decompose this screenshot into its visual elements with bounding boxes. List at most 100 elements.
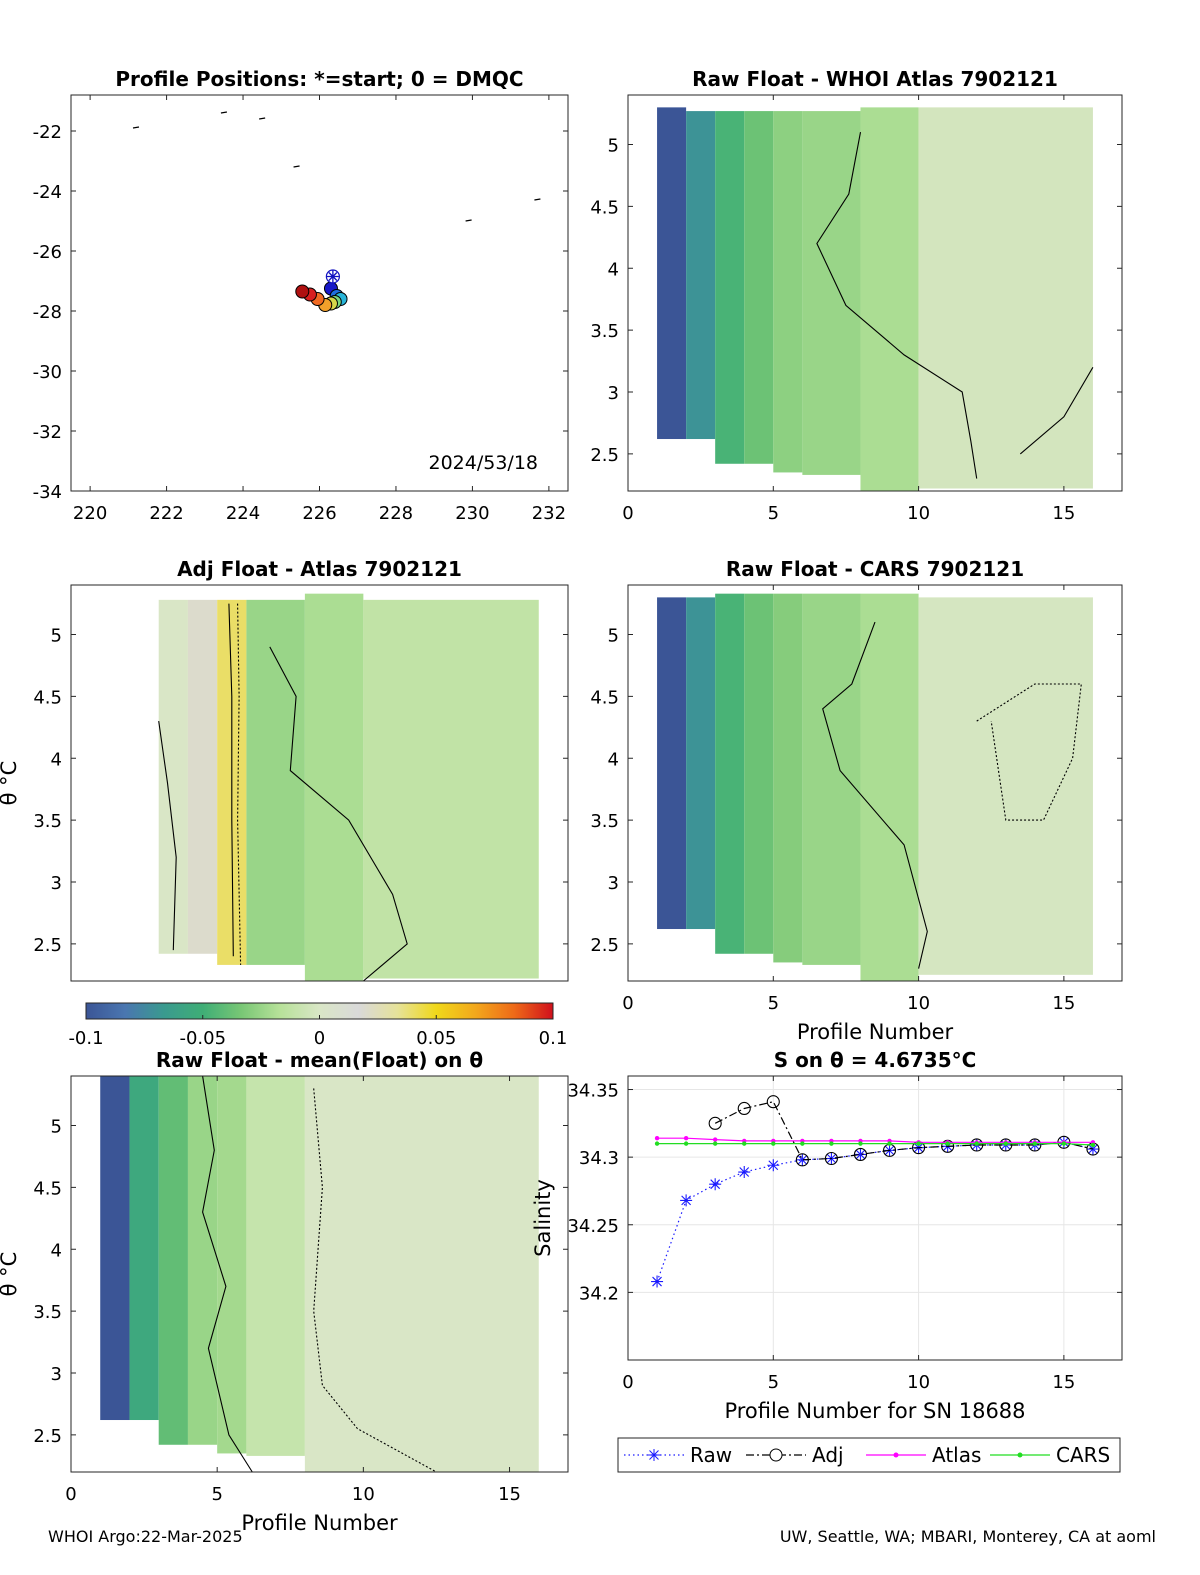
x-axis-label: Profile Number — [241, 1511, 398, 1535]
x-tick-label: 5 — [768, 503, 779, 524]
y-tick-label: 5 — [608, 136, 619, 157]
series-point-raw — [854, 1148, 867, 1161]
y-tick-label: 5 — [51, 1117, 62, 1138]
y-tick-label: 3.5 — [33, 811, 62, 832]
contour-line — [158, 721, 177, 951]
y-axis-label: θ °C — [0, 761, 21, 806]
footer-left: WHOI Argo:22-Mar-2025 — [48, 1527, 243, 1546]
heatmap-axes-frame — [70, 584, 569, 982]
heatmap-cell — [918, 107, 1093, 489]
series-point-cars — [1032, 1141, 1038, 1146]
series-point-raw — [796, 1153, 809, 1166]
y-tick-label: 3 — [608, 383, 619, 404]
series-point-raw — [738, 1166, 751, 1179]
y-axis-label: Salinity — [531, 1179, 555, 1257]
series-point-atlas — [683, 1136, 689, 1141]
series-point-cars — [974, 1141, 979, 1146]
panel-title: Raw Float - CARS 7902121 — [726, 557, 1024, 581]
contour-line — [1019, 367, 1094, 455]
heatmap-cells — [657, 593, 1093, 981]
series-point-adj — [970, 1138, 984, 1152]
contour-line — [816, 131, 978, 479]
series-point-cars — [916, 1141, 921, 1146]
y-tick-label: 3 — [608, 873, 619, 894]
x-tick-label: 0 — [65, 1484, 76, 1505]
heatmap-cells — [100, 1076, 539, 1472]
heatmap-cells — [657, 107, 1093, 491]
x-tick-label: 0 — [622, 1372, 633, 1393]
contour-line — [313, 1088, 437, 1473]
island-outline — [534, 198, 541, 201]
legend-label-cars: CARS — [1056, 1443, 1110, 1467]
heatmap-cell — [918, 597, 1093, 975]
contour-line — [202, 1075, 253, 1473]
x-tick-label: 228 — [379, 503, 413, 524]
series-point-cars — [945, 1141, 950, 1146]
series-point-cars — [712, 1141, 718, 1146]
heatmap-cell — [363, 599, 539, 979]
heatmap-cell — [217, 1076, 247, 1454]
series-point-cars — [829, 1141, 834, 1146]
series-point-cars — [654, 1141, 660, 1146]
panel-title: Profile Positions: *=start; 0 = DMQC — [115, 67, 523, 91]
heatmap-cell — [100, 1076, 130, 1421]
x-tick-label: 15 — [1052, 1372, 1075, 1393]
legend-marker — [893, 1452, 899, 1458]
y-tick-label: 3.5 — [590, 811, 619, 832]
x-axis-label: Profile Number — [797, 1020, 954, 1044]
series-point-cars — [1003, 1141, 1008, 1146]
legend-marker — [769, 1448, 783, 1462]
heatmap-cell — [686, 111, 716, 440]
series-point-raw — [709, 1178, 722, 1191]
profile-position-marker — [295, 284, 310, 299]
x-tick-label: 232 — [532, 503, 566, 524]
colorbar-tick-label: -0.1 — [68, 1028, 103, 1049]
x-tick-label: 224 — [226, 503, 260, 524]
heatmap-axes-frame — [70, 1075, 569, 1473]
y-tick-label: 2.5 — [33, 1426, 62, 1447]
contour-line — [237, 603, 242, 965]
y-tick-label: 34.3 — [579, 1148, 619, 1169]
y-tick-label: 34.2 — [579, 1283, 619, 1304]
series-point-adj — [737, 1101, 751, 1116]
y-tick-label: 4.5 — [590, 687, 619, 708]
y-tick-label: 4 — [51, 1240, 62, 1261]
legend-marker — [1017, 1452, 1023, 1458]
x-tick-label: 226 — [302, 503, 336, 524]
contour-line — [269, 646, 408, 982]
heatmap-axes-frame — [627, 94, 1123, 492]
series-line-adj — [714, 1101, 1094, 1161]
contour-line — [822, 621, 928, 969]
heatmap-cell — [744, 111, 774, 464]
x-tick-label: 0 — [622, 503, 633, 524]
heatmap-cell — [686, 597, 716, 930]
start-star — [326, 270, 339, 283]
heatmap-cell — [246, 599, 305, 965]
colorbar-tick-label: 0.05 — [416, 1028, 456, 1049]
y-tick-label: 4 — [608, 259, 619, 280]
island-outline — [132, 126, 140, 129]
y-tick-label: 2.5 — [590, 935, 619, 956]
colorbar-tick-label: 0.1 — [539, 1028, 568, 1049]
series-point-raw — [651, 1275, 664, 1288]
heatmap-cell — [304, 1076, 539, 1472]
y-tick-label: 3.5 — [590, 321, 619, 342]
x-tick-label: 5 — [768, 1372, 779, 1393]
legend-label-adj: Adj — [812, 1443, 844, 1467]
x-tick-label: 10 — [907, 1372, 930, 1393]
x-tick-label: 220 — [73, 503, 107, 524]
x-tick-label: 15 — [1052, 993, 1075, 1014]
y-tick-label: -22 — [33, 122, 62, 143]
panel-title: Adj Float - Atlas 7902121 — [177, 557, 462, 581]
series-point-raw — [767, 1159, 780, 1172]
series-point-cars — [1061, 1141, 1067, 1146]
y-tick-label: 2.5 — [33, 935, 62, 956]
series-point-cars — [858, 1141, 863, 1146]
heatmap-cell — [773, 111, 803, 473]
series-point-cars — [1090, 1142, 1096, 1148]
series-line-cars — [657, 1142, 1093, 1146]
x-tick-label: 230 — [455, 503, 489, 524]
heatmap-cell — [657, 597, 687, 930]
y-tick-label: 3 — [51, 1364, 62, 1385]
